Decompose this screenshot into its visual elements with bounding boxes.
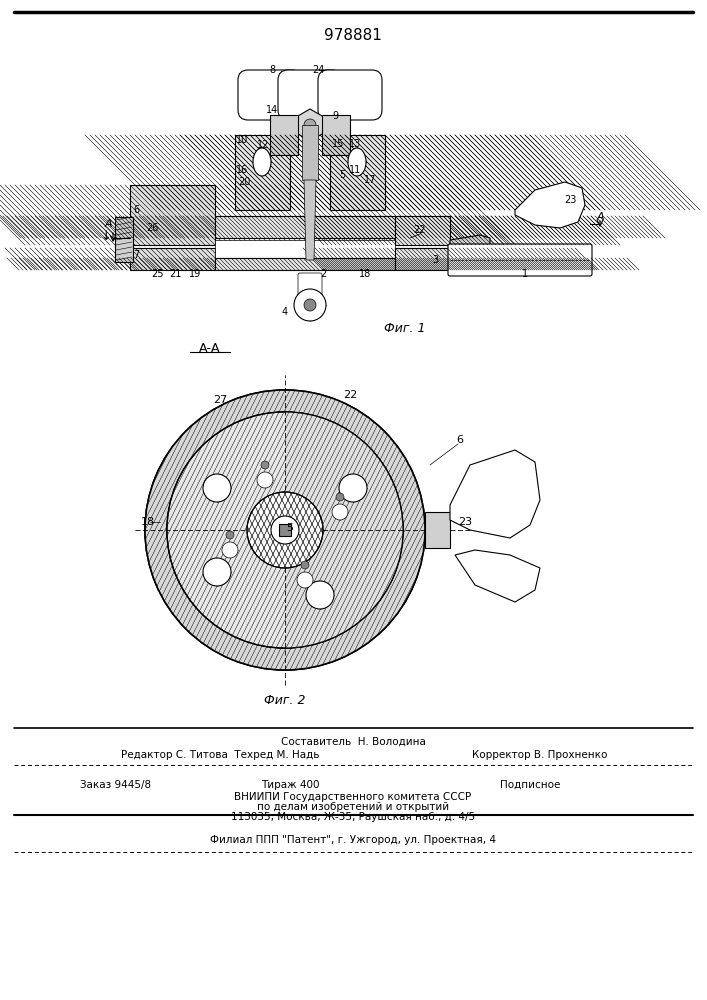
Polygon shape [455, 550, 540, 602]
Wedge shape [145, 390, 425, 670]
Bar [302, 125, 318, 180]
Bar [235, 135, 290, 210]
Bar [130, 185, 215, 245]
Text: 26: 26 [146, 223, 158, 233]
Text: 12: 12 [257, 140, 269, 150]
Text: 24: 24 [312, 65, 325, 75]
Bar [395, 248, 450, 270]
Text: Фиг. 1: Фиг. 1 [384, 322, 426, 334]
Bar [395, 216, 450, 245]
Text: 20: 20 [238, 177, 250, 187]
Circle shape [297, 572, 313, 588]
Circle shape [203, 558, 231, 586]
Text: 6: 6 [133, 205, 139, 215]
Bar [130, 248, 215, 270]
Text: Тираж 400: Тираж 400 [261, 780, 320, 790]
Circle shape [332, 504, 348, 520]
Bar [258, 86, 362, 104]
Text: А: А [104, 219, 112, 229]
Text: 978881: 978881 [324, 27, 382, 42]
Circle shape [226, 531, 234, 539]
Circle shape [294, 289, 326, 321]
Circle shape [336, 493, 344, 501]
Text: 15: 15 [332, 139, 344, 149]
Polygon shape [450, 235, 490, 253]
Bar [215, 240, 395, 258]
Text: 5: 5 [339, 170, 345, 180]
Polygon shape [450, 450, 540, 538]
Text: 23: 23 [563, 195, 576, 205]
FancyBboxPatch shape [448, 244, 592, 276]
FancyBboxPatch shape [278, 70, 342, 120]
FancyBboxPatch shape [298, 273, 322, 307]
Bar [270, 115, 298, 155]
Text: 3: 3 [432, 255, 438, 265]
Ellipse shape [253, 148, 271, 176]
Text: 19: 19 [189, 269, 201, 279]
Bar [215, 216, 395, 238]
Circle shape [306, 581, 334, 609]
Text: Подписное: Подписное [500, 780, 560, 790]
Text: 18: 18 [141, 517, 155, 527]
Text: ВНИИПИ Государственного комитета СССР: ВНИИПИ Государственного комитета СССР [235, 792, 472, 802]
Circle shape [257, 472, 273, 488]
Bar [215, 258, 395, 270]
Text: 18: 18 [359, 269, 371, 279]
Circle shape [339, 474, 367, 502]
FancyBboxPatch shape [318, 70, 382, 120]
Text: 27: 27 [213, 395, 227, 405]
Text: Фиг. 2: Фиг. 2 [264, 694, 305, 706]
Circle shape [301, 561, 309, 569]
Text: 113035, Москва, Ж-35, Раушская наб., д. 4/5: 113035, Москва, Ж-35, Раушская наб., д. … [231, 812, 475, 822]
Text: Корректор В. Прохненко: Корректор В. Прохненко [472, 750, 608, 760]
Polygon shape [515, 182, 585, 228]
Polygon shape [304, 180, 316, 260]
Text: 10: 10 [236, 135, 248, 145]
Text: 25: 25 [151, 269, 163, 279]
Circle shape [304, 299, 316, 311]
Text: 9: 9 [332, 111, 338, 121]
Circle shape [247, 492, 323, 568]
Text: 2: 2 [320, 269, 326, 279]
Text: Составитель  Н. Володина: Составитель Н. Володина [281, 737, 426, 747]
Bar [425, 512, 450, 548]
Bar [279, 524, 291, 536]
Text: А: А [596, 212, 604, 222]
Wedge shape [285, 412, 403, 648]
Bar [115, 217, 133, 262]
Bar [322, 115, 350, 155]
Text: ↓: ↓ [101, 230, 111, 243]
Text: А-А: А-А [199, 342, 221, 355]
Text: 22: 22 [343, 390, 357, 400]
Text: 4: 4 [282, 307, 288, 317]
Circle shape [167, 412, 403, 648]
Text: 21: 21 [169, 269, 181, 279]
Text: 23: 23 [458, 517, 472, 527]
Text: Филиал ППП "Патент", г. Ужгород, ул. Проектная, 4: Филиал ППП "Патент", г. Ужгород, ул. Про… [210, 835, 496, 845]
Text: 13: 13 [349, 139, 361, 149]
Text: 22: 22 [414, 225, 426, 235]
Bar [330, 135, 385, 210]
Text: 8: 8 [269, 65, 275, 75]
Text: 5: 5 [286, 523, 293, 533]
FancyBboxPatch shape [238, 70, 302, 120]
Text: 17: 17 [364, 175, 376, 185]
Text: 14: 14 [266, 105, 278, 115]
Text: 6: 6 [457, 435, 464, 445]
Circle shape [271, 516, 299, 544]
Circle shape [222, 542, 238, 558]
Text: 7: 7 [133, 250, 139, 260]
Text: 16: 16 [236, 165, 248, 175]
Ellipse shape [348, 148, 366, 176]
Text: 11: 11 [349, 165, 361, 175]
Circle shape [304, 119, 316, 131]
Text: Редактор С. Титова  Техред М. Надь: Редактор С. Титова Техред М. Надь [121, 750, 320, 760]
Circle shape [203, 474, 231, 502]
Circle shape [145, 390, 425, 670]
Circle shape [261, 461, 269, 469]
Text: по делам изобретений и открытий: по делам изобретений и открытий [257, 802, 449, 812]
Text: Заказ 9445/8: Заказ 9445/8 [80, 780, 151, 790]
Text: 1: 1 [522, 269, 528, 279]
